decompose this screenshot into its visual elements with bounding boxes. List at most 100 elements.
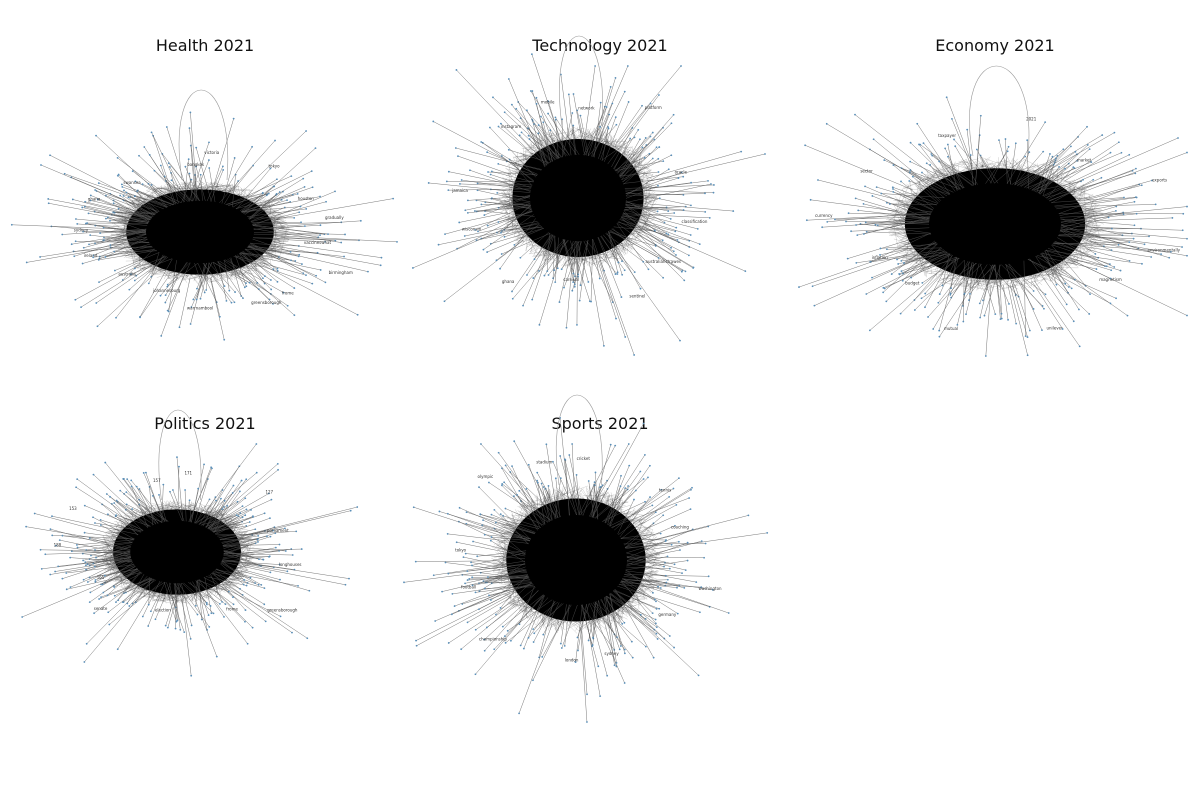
graph-node [72,250,75,253]
graph-node [76,478,79,481]
graph-node [450,613,453,616]
graph-node [178,326,181,329]
graph-node [956,324,959,326]
graph-node [696,227,699,230]
graph-node [209,605,212,607]
graph-node [463,235,466,237]
graph-node [274,139,276,142]
panel-health: Health 2021 vaccineswhat birmingham frome g… [5,36,405,366]
graph-node [1170,250,1172,253]
graph-node [446,532,449,535]
graph-node [552,460,554,463]
graph-node [673,563,676,566]
graph-node [477,230,479,233]
graph-node [319,269,322,271]
graph-node [164,301,167,304]
graph-node [900,180,902,183]
graph-node [504,641,507,644]
graph-node [506,629,509,632]
graph-node [174,606,177,609]
node-label: frome [282,291,294,296]
graph-node [684,270,687,273]
graph-node [809,198,812,201]
graph-node [466,579,469,581]
graph-node [680,65,682,67]
graph-node [279,615,282,618]
graph-node [96,325,99,328]
graph-node [122,478,125,480]
graph-node [1049,153,1051,155]
graph-node [112,202,115,205]
graph-node [732,210,735,212]
graph-node [221,508,224,510]
graph-node [223,506,225,508]
graph-node [126,602,129,605]
graph-node [897,263,900,265]
node-label: carnival [563,277,579,282]
graph-node [260,583,263,586]
graph-node [834,218,836,221]
graph-node [490,536,493,538]
graph-node [447,189,450,192]
node-label: exports [1152,177,1167,182]
graph-node [630,640,633,643]
graph-node [251,145,253,148]
graph-node [176,619,179,622]
graph-node [293,216,296,219]
graph-node [432,574,435,577]
graph-node [1140,184,1143,187]
graph-node [142,472,145,474]
graph-node [99,524,102,526]
graph-node [189,323,192,325]
graph-node [1135,212,1138,215]
graph-node [168,166,171,168]
graph-node [670,246,672,249]
graph-node [692,266,695,269]
graph-node [484,587,486,590]
graph-node [592,636,594,639]
node-label: greensborough [251,300,282,305]
graph-node [257,534,260,537]
graph-node [110,502,113,505]
graph-node [220,497,222,500]
graph-node [642,422,645,425]
graph-node [518,712,520,715]
graph-node [356,506,359,508]
graph-node [94,579,97,581]
graph-node [586,721,588,723]
graph-node [641,146,644,149]
graph-node [240,479,243,482]
graph-node [532,277,535,279]
graph-node [540,482,543,485]
graph-node [170,179,173,182]
graph-node [134,180,137,183]
graph-node [883,287,886,290]
graph-node [86,563,89,566]
graph-node [1086,125,1088,128]
graph-node [670,543,673,546]
graph-node [651,131,654,134]
graph-node [199,297,202,300]
graph-node [441,590,443,593]
graph-node [999,318,1002,320]
graph-node [704,192,706,195]
graph-node [277,468,279,471]
graph-node [740,150,743,153]
graph-node [536,471,539,474]
graph-node [135,485,138,488]
graph-node [478,608,480,611]
graph-node [485,626,488,629]
graph-node [503,111,506,114]
graph-node [105,217,107,220]
graph-node [1168,256,1171,259]
graph-node [647,476,649,479]
graph-node [547,100,550,103]
graph-node [113,502,116,504]
graph-node [39,256,42,258]
graph-node [451,592,454,595]
graph-node [474,229,477,231]
graph-node [84,564,87,567]
graph-node [263,603,266,606]
graph-node [513,244,516,246]
graph-node [438,510,441,513]
